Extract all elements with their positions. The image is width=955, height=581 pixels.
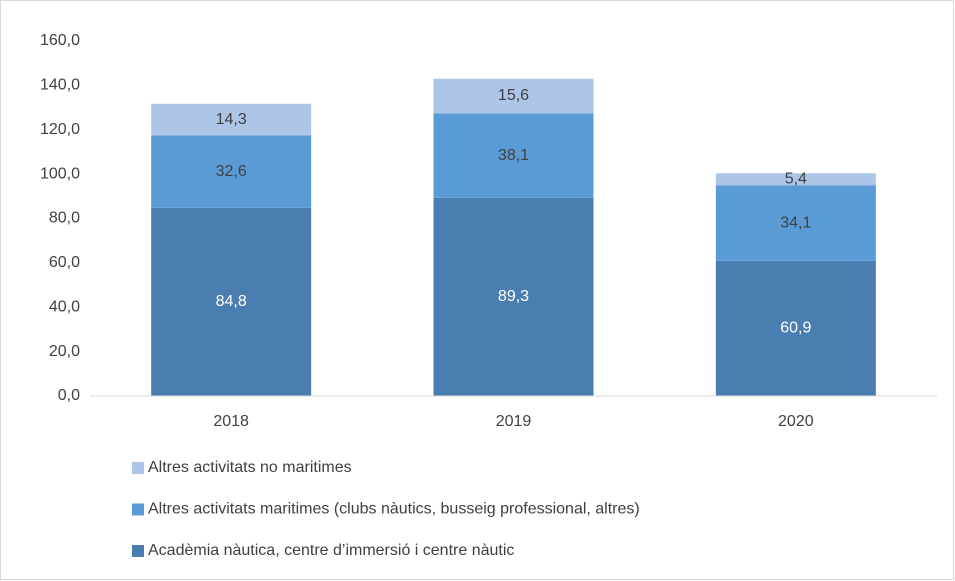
bar-segment: [715, 173, 876, 186]
data-label: 5,4: [785, 170, 807, 187]
y-tick-label: 40,0: [49, 298, 80, 315]
bar-segment: [715, 260, 876, 396]
legend-swatch: [132, 545, 144, 557]
y-tick-label: 0,0: [58, 387, 80, 404]
data-label: 38,1: [498, 147, 529, 164]
bar-segment: [433, 197, 594, 396]
bar-segment: [433, 113, 594, 198]
legend-label: Altres activitats maritimes (clubs nàuti…: [148, 501, 640, 518]
x-tick-label: 2019: [496, 413, 532, 430]
y-tick-label: 20,0: [49, 343, 80, 360]
data-label: 32,6: [216, 163, 247, 180]
legend-swatch: [132, 503, 144, 516]
y-tick-label: 100,0: [40, 165, 80, 182]
data-label: 14,3: [216, 111, 247, 128]
y-tick-label: 160,0: [40, 32, 80, 49]
y-tick-label: 140,0: [40, 77, 80, 94]
legend-swatch: [132, 462, 144, 474]
data-label: 34,1: [780, 214, 811, 231]
bar-segment: [433, 78, 594, 114]
data-label: 60,9: [780, 320, 811, 337]
bar-segment: [151, 207, 312, 396]
x-tick-label: 2018: [213, 413, 249, 430]
legend-label: Altres activitats no maritimes: [148, 459, 352, 476]
y-tick-label: 80,0: [49, 210, 80, 227]
data-label: 15,6: [498, 87, 529, 104]
y-tick-label: 60,0: [49, 254, 80, 271]
data-label: 84,8: [216, 293, 247, 310]
data-label: 89,3: [498, 288, 529, 305]
x-tick-label: 2020: [778, 413, 814, 430]
bar-segment: [715, 185, 876, 261]
y-tick-label: 120,0: [40, 121, 80, 138]
bar-segment: [151, 103, 312, 136]
bar-segment: [151, 135, 312, 208]
legend-label: Acadèmia nàutica, centre d’immersió i ce…: [148, 542, 514, 559]
